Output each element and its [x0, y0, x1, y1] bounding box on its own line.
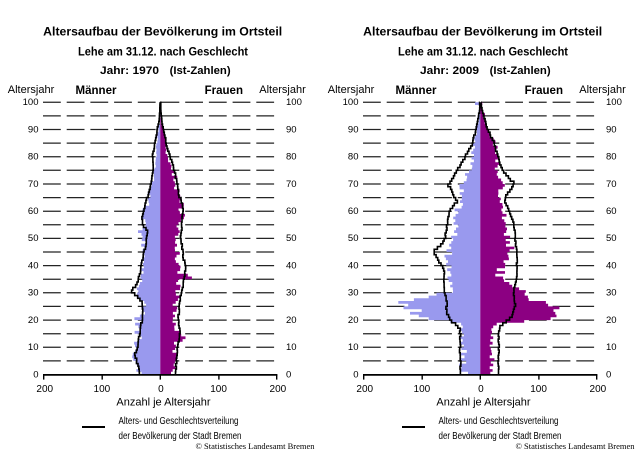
svg-text:Altersjahr: Altersjahr [328, 84, 375, 96]
svg-text:10: 10 [606, 342, 617, 353]
svg-text:40: 40 [286, 260, 297, 271]
svg-text:Männer: Männer [396, 85, 437, 97]
svg-text:Jahr: 2009: Jahr: 2009 [420, 65, 479, 77]
svg-text:Anzahl je Altersjahr: Anzahl je Altersjahr [116, 396, 210, 408]
svg-text:200: 200 [590, 384, 607, 395]
svg-text:Altersaufbau der Bevölkerung i: Altersaufbau der Bevölkerung im Ortsteil [363, 25, 602, 39]
svg-text:Altersaufbau der Bevölkerung i: Altersaufbau der Bevölkerung im Ortsteil [43, 25, 282, 39]
svg-text:© Statistisches Landesamt Brem: © Statistisches Landesamt Bremen [515, 441, 635, 451]
svg-text:70: 70 [28, 179, 39, 190]
svg-text:200: 200 [356, 384, 373, 395]
svg-text:90: 90 [348, 124, 359, 135]
svg-text:Alters- und Geschlechtsverteil: Alters- und Geschlechtsverteilung [439, 415, 559, 427]
svg-text:20: 20 [348, 315, 359, 326]
svg-text:Altersjahr: Altersjahr [579, 84, 626, 96]
svg-text:100: 100 [23, 97, 39, 108]
svg-text:90: 90 [28, 124, 39, 135]
svg-text:Jahr: 1970: Jahr: 1970 [100, 65, 159, 77]
svg-text:80: 80 [606, 152, 617, 163]
svg-text:der Bevölkerung der Stadt Brem: der Bevölkerung der Stadt Bremen [439, 430, 562, 442]
svg-text:100: 100 [286, 97, 302, 108]
svg-text:© Statistisches Landesamt Brem: © Statistisches Landesamt Bremen [195, 441, 315, 451]
svg-text:40: 40 [348, 260, 359, 271]
svg-text:70: 70 [286, 179, 297, 190]
svg-text:0: 0 [286, 369, 291, 380]
svg-text:80: 80 [28, 152, 39, 163]
svg-text:(Ist-Zahlen): (Ist-Zahlen) [170, 65, 231, 77]
svg-text:30: 30 [348, 288, 359, 299]
svg-text:100: 100 [606, 97, 622, 108]
svg-text:100: 100 [343, 97, 359, 108]
svg-text:90: 90 [286, 124, 297, 135]
svg-text:0: 0 [478, 384, 484, 395]
svg-text:50: 50 [28, 233, 39, 244]
svg-text:50: 50 [606, 233, 617, 244]
svg-text:Männer: Männer [76, 85, 117, 97]
svg-text:30: 30 [606, 288, 617, 299]
svg-text:Lehe am 31.12. nach Geschlecht: Lehe am 31.12. nach Geschlecht [398, 45, 568, 59]
svg-text:(Ist-Zahlen): (Ist-Zahlen) [490, 65, 551, 77]
svg-text:200: 200 [270, 384, 287, 395]
svg-text:0: 0 [33, 369, 38, 380]
svg-text:100: 100 [94, 384, 111, 395]
svg-text:Alters- und Geschlechtsverteil: Alters- und Geschlechtsverteilung [119, 415, 239, 427]
svg-text:200: 200 [36, 384, 53, 395]
svg-text:0: 0 [158, 384, 164, 395]
svg-text:40: 40 [28, 260, 39, 271]
svg-text:Frauen: Frauen [205, 85, 243, 97]
svg-text:60: 60 [348, 206, 359, 217]
svg-text:10: 10 [348, 342, 359, 353]
svg-text:100: 100 [530, 384, 547, 395]
svg-text:90: 90 [606, 124, 617, 135]
svg-text:Altersjahr: Altersjahr [8, 84, 55, 96]
svg-text:40: 40 [606, 260, 617, 271]
svg-text:30: 30 [28, 288, 39, 299]
svg-text:70: 70 [606, 179, 617, 190]
svg-text:0: 0 [606, 369, 611, 380]
svg-text:Lehe am 31.12. nach Geschlecht: Lehe am 31.12. nach Geschlecht [78, 45, 248, 59]
svg-text:der Bevölkerung der Stadt Brem: der Bevölkerung der Stadt Bremen [119, 430, 242, 442]
svg-text:80: 80 [286, 152, 297, 163]
svg-text:30: 30 [286, 288, 297, 299]
svg-text:70: 70 [348, 179, 359, 190]
svg-text:20: 20 [606, 315, 617, 326]
svg-text:80: 80 [348, 152, 359, 163]
svg-text:50: 50 [348, 233, 359, 244]
svg-text:Anzahl je Altersjahr: Anzahl je Altersjahr [436, 396, 530, 408]
svg-text:100: 100 [210, 384, 227, 395]
svg-text:0: 0 [353, 369, 358, 380]
svg-text:Frauen: Frauen [525, 85, 563, 97]
svg-text:10: 10 [286, 342, 297, 353]
svg-text:60: 60 [28, 206, 39, 217]
svg-text:100: 100 [414, 384, 431, 395]
svg-text:20: 20 [28, 315, 39, 326]
svg-text:10: 10 [28, 342, 39, 353]
svg-text:Altersjahr: Altersjahr [259, 84, 306, 96]
svg-text:50: 50 [286, 233, 297, 244]
svg-text:20: 20 [286, 315, 297, 326]
svg-text:60: 60 [286, 206, 297, 217]
svg-text:60: 60 [606, 206, 617, 217]
